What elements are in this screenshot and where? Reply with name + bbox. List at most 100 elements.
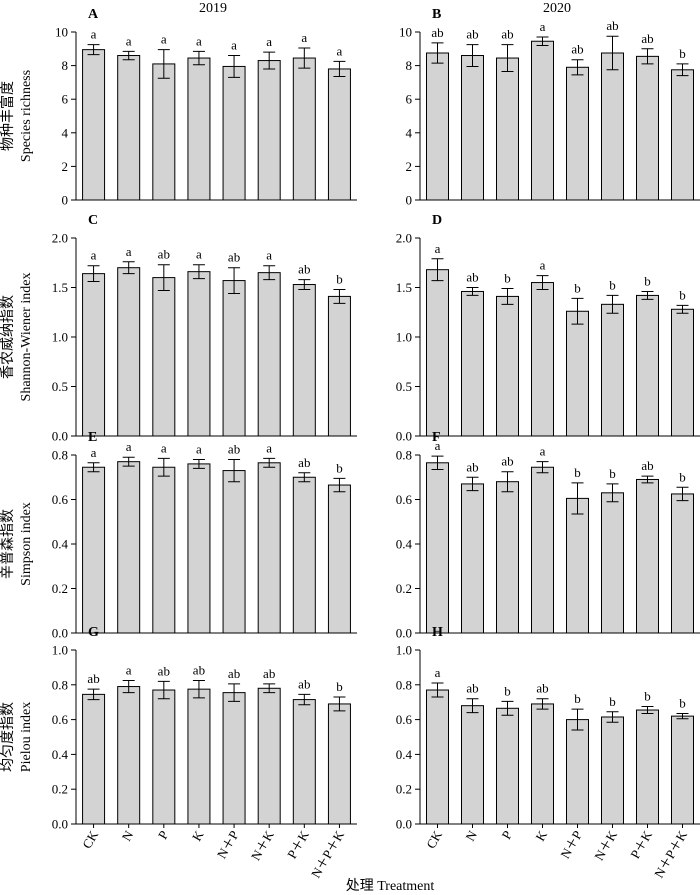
error-bar-e-4 [228,458,241,483]
error-bar-h-6 [641,706,654,715]
sig-letter-h-5: b [609,694,616,709]
y-tick-label-a-5: 10 [55,25,68,40]
bar-g-1 [117,686,141,825]
y-axis-title-cn-a: 物种丰富度 [0,81,16,151]
y-tick-label-f-3: 0.6 [396,492,413,507]
error-bar-f-3 [536,461,549,474]
error-bar-c-2 [157,264,170,291]
sig-letter-g-2: ab [158,663,170,678]
x-tick-label-g-1: N [119,827,137,843]
x-tick-label-h-2: P [498,828,515,842]
error-bar-f-1 [466,476,479,492]
error-bar-c-3 [192,264,205,280]
bar-b-3 [531,40,554,201]
sig-letter-b-7: b [679,46,686,61]
y-tick-label-g-0: 0.0 [52,817,68,832]
sig-letter-g-4: ab [228,666,240,681]
sig-letter-g-3: ab [193,662,205,677]
y-axis-title-en-e: Simpson index [19,502,34,586]
error-bar-b-2 [501,44,514,72]
sig-letter-a-7: a [337,43,343,58]
sig-letter-c-4: ab [228,250,240,265]
error-bar-f-0 [431,455,444,470]
panel-g: 0.0 0.2 0.4 0.6 0.8 1.0 Gab a ab ab ab ab ab b CK N P K N＋… [0,625,357,881]
sig-letter-e-6: ab [298,455,310,470]
panel-label-e: E [88,430,97,445]
sig-letter-e-5: a [266,440,272,455]
bar-e-1 [117,461,141,634]
error-bar-d-0 [431,258,444,282]
error-bar-g-1 [122,679,135,694]
sig-letter-g-0: ab [87,671,99,686]
sig-letter-g-7: b [336,679,343,694]
y-tick-label-d-4: 2.0 [396,231,412,246]
panel-label-a: A [88,7,99,22]
sig-letter-f-0: a [435,438,441,453]
x-tick-label-g-7: N＋P＋K [308,827,347,880]
sig-letter-h-0: a [435,665,441,680]
x-tick-label-h-5: N＋K [591,827,620,863]
bar-f-3 [531,466,554,634]
y-tick-label-b-3: 6 [406,92,413,107]
sig-letter-c-6: ab [298,262,310,277]
bar-d-4 [566,310,589,437]
error-bar-c-7 [333,288,346,304]
error-bar-a-6 [298,47,311,69]
bar-d-5 [601,303,624,437]
x-tick-label-h-0: CK [423,827,445,851]
bar-a-4 [222,65,246,201]
error-bar-e-5 [263,457,276,468]
y-tick-label-d-2: 1.0 [396,330,412,345]
sig-letter-e-3: a [196,441,202,456]
bar-b-1 [461,55,484,201]
bar-h-1 [461,705,484,825]
error-bar-b-3 [536,36,549,46]
bar-g-3 [187,688,211,825]
y-tick-label-a-1: 2 [62,159,69,174]
error-bar-a-5 [263,51,276,70]
sig-letter-d-2: b [504,270,511,285]
sig-letter-c-1: a [126,244,132,259]
error-bar-e-0 [87,462,100,473]
bar-d-1 [461,290,484,437]
x-axis-title: 处理 Treatment [346,878,435,894]
error-bar-d-3 [536,275,549,290]
bar-d-6 [636,294,659,437]
error-bar-h-0 [431,682,444,698]
y-axis-title-en-g: Pielou index [19,702,34,772]
x-tick-label-h-6: P＋K [627,827,655,861]
sig-letter-b-0: ab [431,25,443,40]
bar-e-6 [292,476,316,634]
error-bar-b-7 [676,63,689,77]
bar-g-4 [222,692,246,825]
bar-g-6 [292,699,316,825]
sig-letter-e-7: b [336,460,343,475]
bar-g-2 [152,689,176,825]
error-bar-a-3 [192,50,205,66]
bar-e-4 [222,470,246,634]
panel-h: 0.0 0.2 0.4 0.6 0.8 1.0 Ha ab b ab b b b b CK N P K N＋P N＋K… [396,625,700,881]
y-tick-label-c-2: 1.0 [52,330,68,345]
error-bar-d-5 [606,294,619,314]
bar-f-4 [566,497,589,634]
bar-h-7 [671,715,694,825]
error-bar-h-5 [606,711,619,723]
error-bar-h-7 [676,713,689,720]
bar-h-2 [496,707,519,825]
y-tick-label-e-2: 0.4 [52,537,69,552]
bar-h-5 [601,716,624,825]
bar-e-5 [257,462,281,634]
y-tick-label-e-1: 0.2 [52,581,68,596]
error-bar-b-5 [606,35,619,71]
sig-letter-a-2: a [161,32,167,47]
y-tick-label-f-0: 0.0 [396,626,412,641]
sig-letter-f-6: ab [641,458,653,473]
sig-letter-f-3: a [540,444,546,459]
error-bar-d-7 [676,304,689,314]
bar-c-5 [257,272,281,437]
bar-f-1 [461,483,484,634]
bar-c-2 [152,277,176,437]
y-tick-label-e-3: 0.6 [52,492,69,507]
